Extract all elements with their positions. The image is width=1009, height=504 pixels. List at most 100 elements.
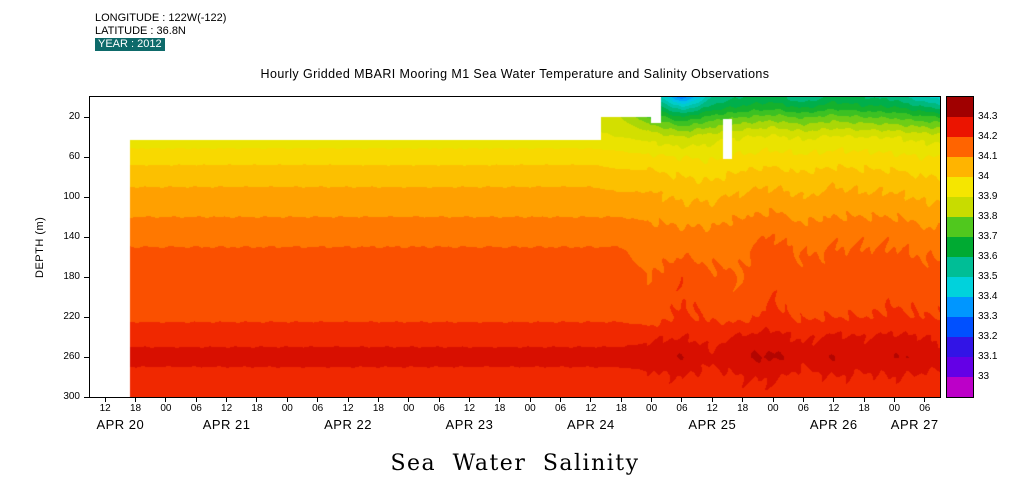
x-tick-mark: [104, 398, 106, 402]
colorbar-tick-label: 33.2: [978, 331, 998, 342]
x-tick-label: 12: [99, 403, 111, 414]
y-tick-mark: [84, 236, 89, 238]
x-date-label: APR 21: [202, 417, 251, 432]
colorbar-block: [947, 97, 973, 117]
colorbar-tick-label: 33.9: [978, 191, 998, 202]
x-tick-label: 06: [433, 403, 445, 414]
colorbar-block: [947, 217, 973, 237]
colorbar-block: [947, 377, 973, 397]
x-tick-label: 00: [767, 403, 779, 414]
x-tick-label: 06: [797, 403, 809, 414]
x-tick-mark: [286, 398, 288, 402]
x-tick-label: 00: [888, 403, 901, 414]
x-tick-label: 12: [221, 403, 233, 414]
colorbar-tick-label: 34.3: [978, 111, 998, 122]
y-tick-label: 220: [63, 311, 80, 322]
salinity-heatmap-canvas: [90, 97, 940, 397]
x-date-label: APR 22: [324, 417, 372, 432]
x-tick-mark: [711, 398, 713, 402]
x-tick-mark: [560, 398, 562, 402]
x-tick-mark: [438, 398, 440, 402]
x-tick-mark: [317, 398, 319, 402]
x-tick-label: 06: [312, 403, 324, 414]
y-axis-label: DEPTH (m): [34, 216, 46, 279]
y-tick-mark: [84, 276, 89, 278]
plot-area: [89, 96, 941, 398]
colorbar-block: [947, 157, 973, 177]
x-tick-mark: [226, 398, 228, 402]
x-tick-label: 12: [585, 403, 597, 414]
colorbar-tick-label: 33: [978, 371, 990, 382]
colorbar-tick-label: 33.6: [978, 251, 998, 262]
colorbar-block: [947, 137, 973, 157]
chart-caption: Sea Water Salinity: [390, 451, 640, 476]
x-tick-mark: [742, 398, 744, 402]
x-tick-mark: [772, 398, 774, 402]
x-tick-label: 18: [129, 403, 142, 414]
x-date-label: APR 24: [566, 417, 615, 432]
y-tick-label: 140: [63, 231, 80, 242]
colorbar-tick-label: 34.1: [978, 151, 998, 162]
x-tick-mark: [893, 398, 895, 402]
x-tick-mark: [590, 398, 592, 402]
colorbar-tick-label: 33.3: [978, 311, 998, 322]
x-tick-mark: [135, 398, 137, 402]
x-tick-mark: [620, 398, 622, 402]
colorbar-tick-label: 34: [978, 171, 990, 182]
x-tick-label: 18: [737, 403, 749, 414]
x-tick-mark: [408, 398, 410, 402]
x-tick-label: 00: [281, 403, 293, 414]
y-tick-label: 20: [68, 111, 80, 122]
x-tick-label: 00: [524, 403, 536, 414]
x-tick-label: 06: [919, 403, 931, 414]
x-tick-mark: [165, 398, 167, 402]
y-tick-mark: [84, 396, 89, 398]
x-tick-mark: [802, 398, 804, 402]
x-tick-label: 12: [463, 403, 476, 414]
x-tick-mark: [924, 398, 926, 402]
x-tick-mark: [863, 398, 865, 402]
x-tick-label: 18: [251, 403, 263, 414]
colorbar-block: [947, 297, 973, 317]
x-tick-label: 00: [403, 403, 415, 414]
colorbar-block: [947, 117, 973, 137]
x-tick-label: 18: [615, 403, 627, 414]
x-tick-label: 18: [494, 403, 506, 414]
x-tick-label: 12: [342, 403, 354, 414]
plot-title: Hourly Gridded MBARI Mooring M1 Sea Wate…: [260, 67, 770, 81]
colorbar-block: [947, 237, 973, 257]
colorbar-tick-label: 33.1: [978, 351, 998, 362]
x-date-label: APR 27: [890, 417, 939, 432]
colorbar-tick-label: 33.5: [978, 271, 998, 282]
meta-year: YEAR : 2012: [95, 38, 165, 51]
colorbar-tick-label: 33.8: [978, 211, 998, 222]
x-tick-mark: [833, 398, 835, 402]
x-date-label: APR 20: [96, 417, 145, 432]
x-date-label: APR 25: [688, 417, 737, 432]
y-tick-mark: [84, 356, 89, 358]
x-tick-mark: [347, 398, 349, 402]
y-tick-label: 60: [68, 151, 80, 162]
colorbar-block: [947, 257, 973, 277]
colorbar-tick-label: 34.2: [978, 131, 998, 142]
colorbar-block: [947, 337, 973, 357]
colorbar-block: [947, 197, 973, 217]
x-tick-label: 00: [160, 403, 172, 414]
y-tick-label: 260: [63, 351, 80, 362]
x-tick-mark: [681, 398, 683, 402]
meta-latitude: LATITUDE : 36.8N: [95, 25, 186, 37]
y-tick-mark: [84, 156, 89, 158]
x-tick-label: 06: [554, 403, 567, 414]
y-tick-mark: [84, 316, 89, 318]
x-tick-label: 18: [372, 403, 384, 414]
x-date-label: APR 26: [809, 417, 858, 432]
y-tick-label: 100: [63, 191, 80, 202]
colorbar-block: [947, 357, 973, 377]
colorbar-block: [947, 277, 973, 297]
x-tick-mark: [529, 398, 531, 402]
x-tick-mark: [651, 398, 653, 402]
x-tick-mark: [195, 398, 197, 402]
y-tick-mark: [84, 196, 89, 198]
x-tick-label: 00: [646, 403, 658, 414]
